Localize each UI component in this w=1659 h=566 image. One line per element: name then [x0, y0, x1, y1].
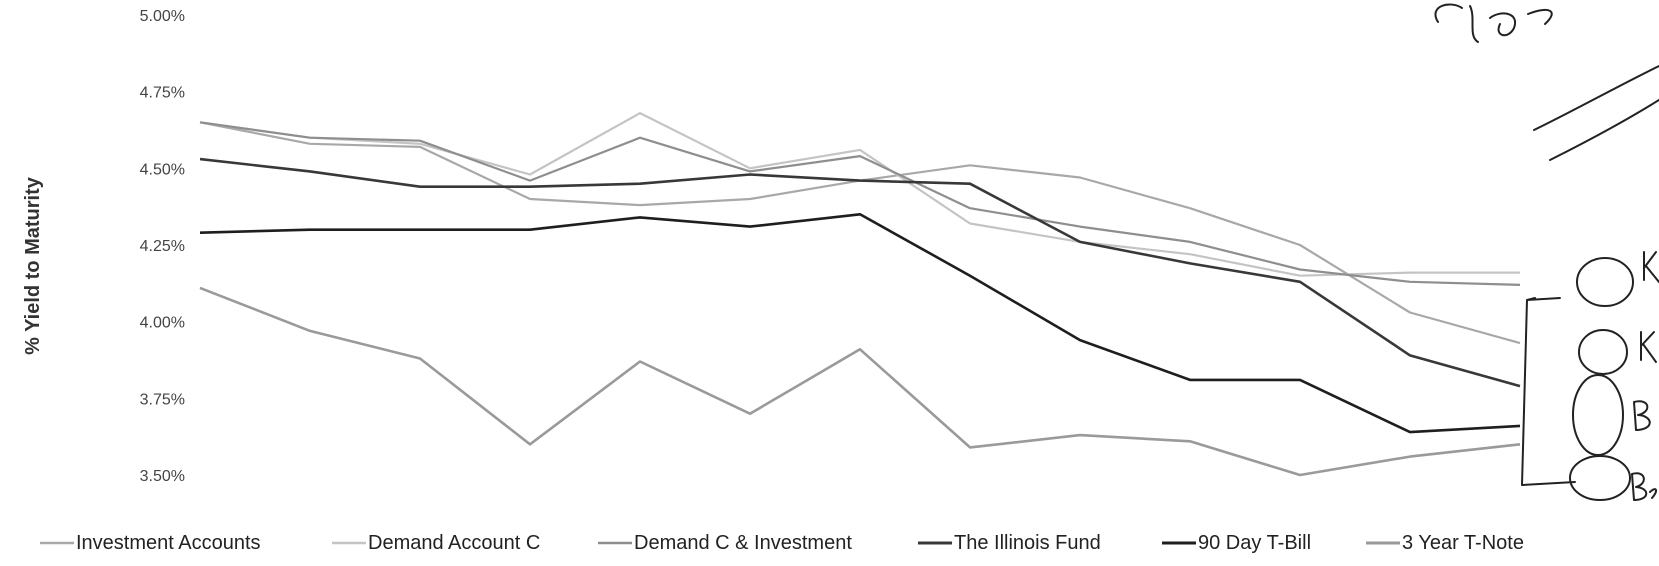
legend-label-2: Demand Account C	[368, 532, 540, 554]
series-line-2	[199, 111, 1520, 277]
scribble-line-1	[1533, 65, 1659, 131]
margin-letter-2	[1640, 331, 1657, 363]
circle-annotation-3	[1572, 374, 1624, 456]
scribble-top-text	[1434, 3, 1553, 43]
y-tick-label: 4.25%	[140, 238, 185, 255]
circle-annotation-1	[1576, 257, 1634, 307]
y-tick-label: 3.75%	[140, 391, 185, 408]
series-line-5	[199, 213, 1521, 434]
y-tick-label: 4.50%	[140, 161, 185, 178]
legend: Investment Accounts Demand Account C Deman…	[40, 532, 1524, 554]
margin-letter-4	[1631, 472, 1658, 501]
y-axis-title: % Yield to Maturity	[22, 176, 44, 355]
legend-label-4: The Illinois Fund	[954, 532, 1101, 554]
y-tick-label: 5.00%	[140, 8, 185, 25]
margin-letter-3	[1633, 400, 1651, 431]
legend-label-3: Demand C & Investment	[634, 532, 852, 554]
margin-letter-1	[1643, 251, 1659, 283]
scribble-line-2	[1549, 99, 1659, 161]
series-line-3	[199, 121, 1521, 286]
series-line-4	[199, 157, 1521, 388]
circle-annotation-2	[1578, 329, 1628, 375]
y-axis-ticks: 3.50% 3.75% 4.00% 4.25% 4.50% 4.75% 5.00%	[140, 8, 185, 485]
y-tick-label: 4.00%	[140, 315, 185, 332]
legend-label-1: Investment Accounts	[76, 532, 261, 554]
legend-label-5: 90 Day T-Bill	[1198, 532, 1311, 554]
circle-annotation-4	[1569, 455, 1631, 501]
bracket-annotation	[1521, 297, 1576, 486]
handwritten-annotations	[1434, 3, 1659, 501]
y-tick-label: 4.75%	[140, 85, 185, 102]
y-tick-label: 3.50%	[140, 468, 185, 485]
legend-label-6: 3 Year T-Note	[1402, 532, 1524, 554]
series-line-6	[199, 286, 1521, 477]
series-lines	[199, 111, 1521, 477]
